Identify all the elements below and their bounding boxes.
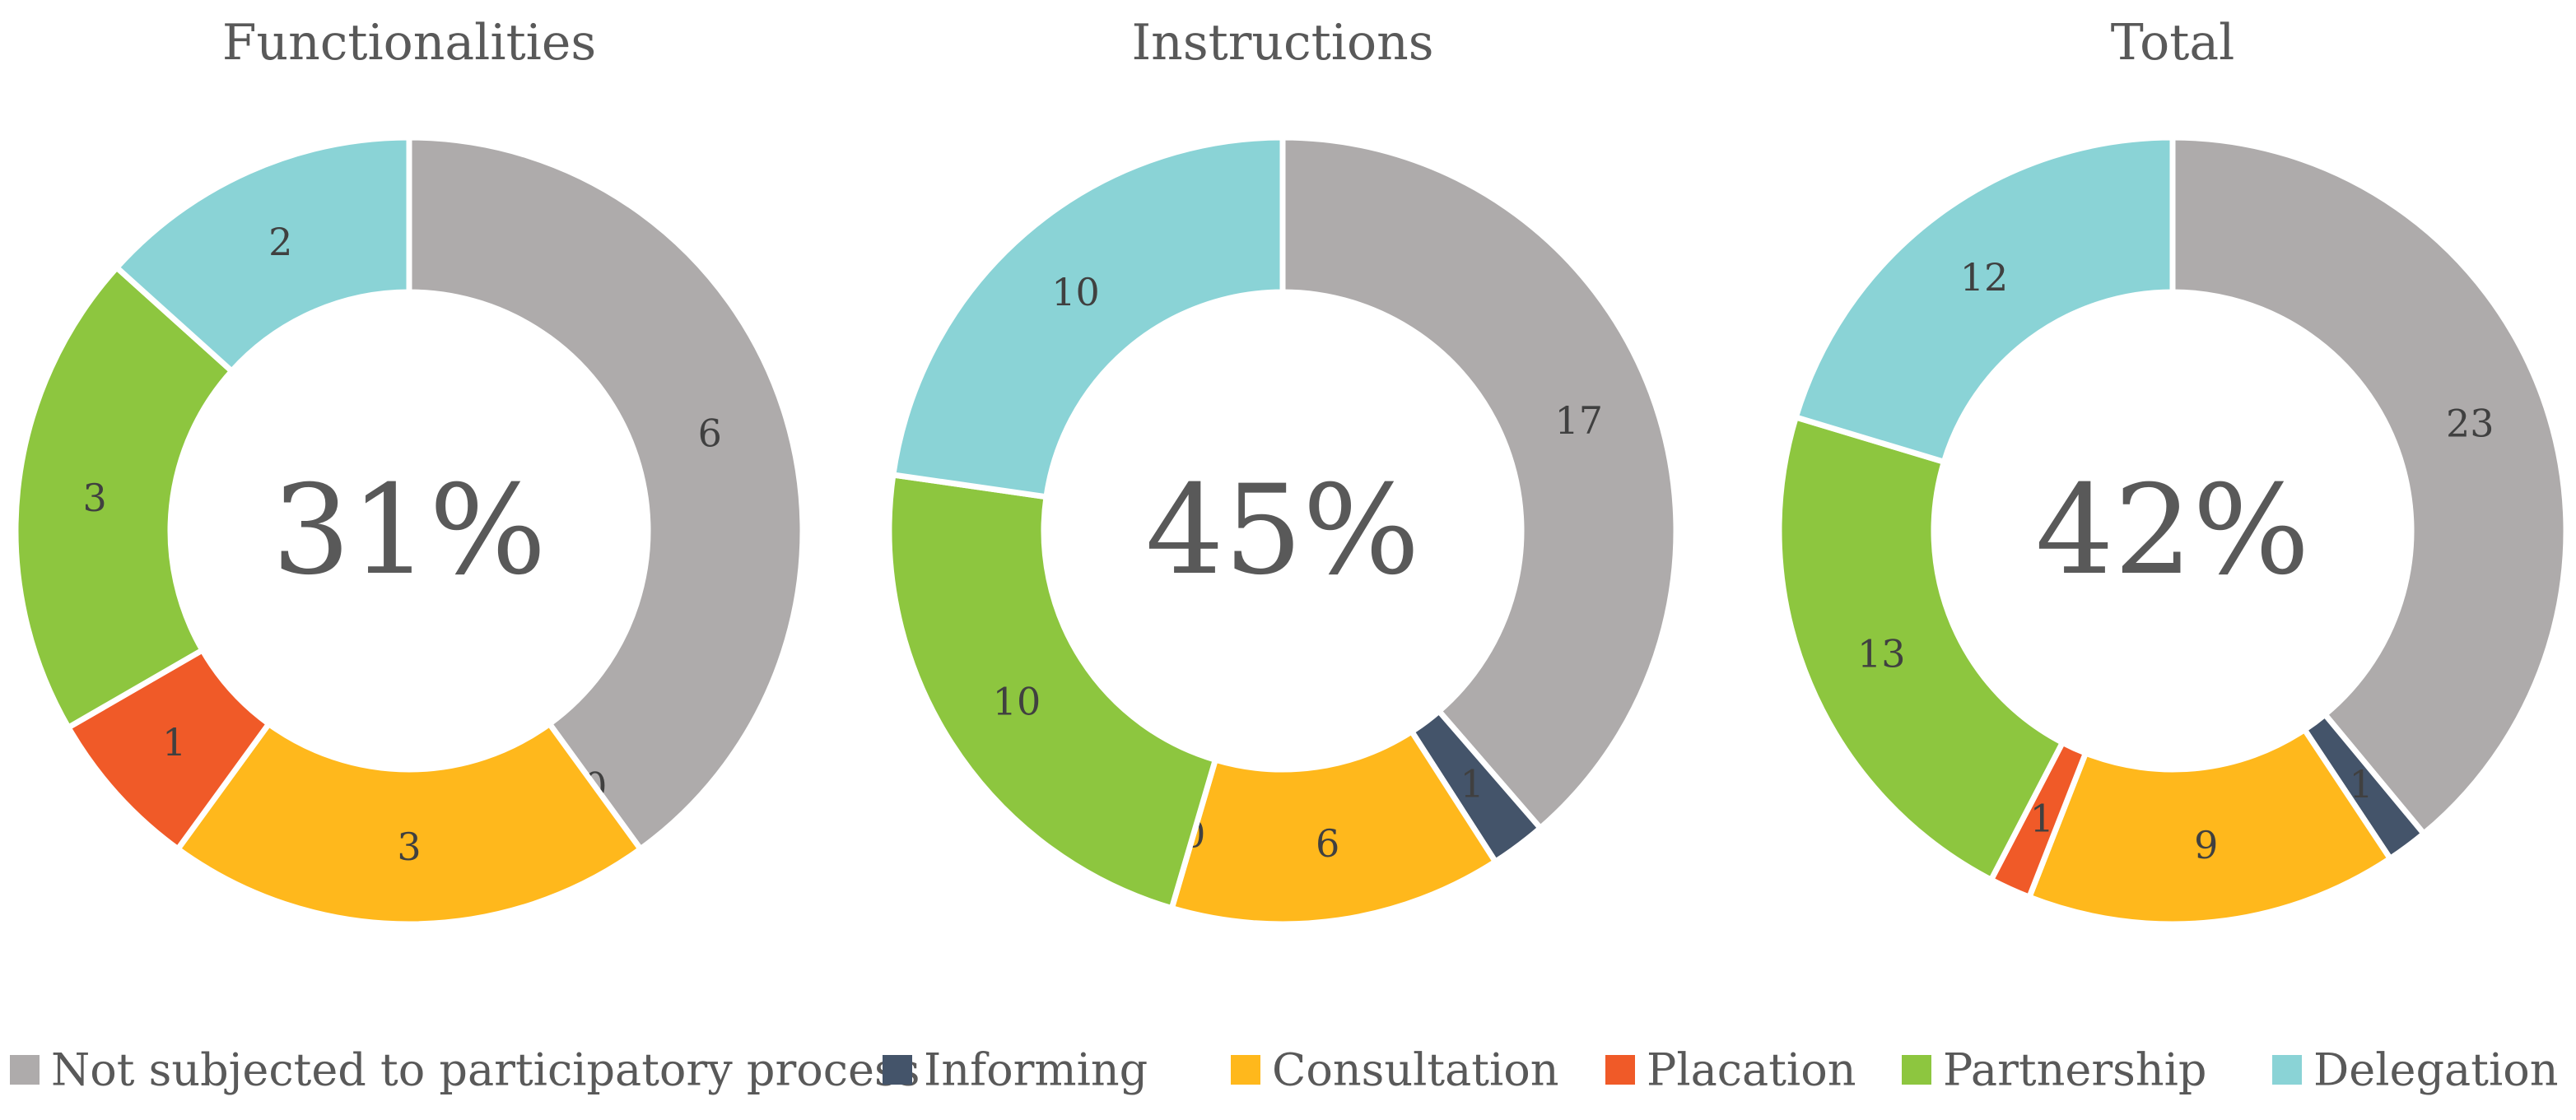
legend-item-consultation: Consultation [1231, 1044, 1559, 1096]
center-percentage: 45% [1145, 459, 1419, 602]
slice-consultation [174, 719, 645, 927]
legend-item-partnership: Partnership [1902, 1044, 2207, 1096]
legend-item-not-subjected-to-participatory-process: Not subjected to participatory process [10, 1044, 920, 1096]
legend-label: Placation [1647, 1044, 1856, 1096]
legend-swatch [2272, 1055, 2302, 1085]
chart-title: Total [2111, 14, 2235, 72]
data-label-placation: 1 [162, 720, 186, 764]
slice-consultation [1167, 727, 1500, 927]
chart-title: Instructions [1131, 14, 1433, 72]
data-label-consultation: 3 [397, 825, 421, 869]
legend: Not subjected to participatory process In… [10, 1044, 2559, 1096]
data-label-consultation: 9 [2194, 823, 2218, 867]
chart-title: Functionalities [222, 14, 596, 72]
legend-label: Not subjected to participatory process [51, 1044, 920, 1096]
slice-not-subjected-to-participatory-process [1279, 134, 1679, 833]
slice-partnership [12, 263, 236, 732]
legend-swatch [883, 1055, 912, 1085]
legend-label: Partnership [1943, 1044, 2207, 1096]
legend-swatch [1605, 1055, 1635, 1085]
center-percentage: 31% [272, 459, 546, 602]
donut-chart-instructions: Instructions17160101045% [886, 14, 1679, 927]
data-label-delegation: 12 [1960, 255, 2009, 300]
slice-delegation [1791, 134, 2176, 466]
legend-swatch [1902, 1055, 1931, 1085]
data-label-not-subjected-to-participatory-process: 23 [2446, 402, 2494, 446]
slice-partnership [1776, 413, 2066, 884]
slice-consultation [2025, 725, 2395, 927]
data-label-partnership: 13 [1857, 631, 1906, 676]
slice-not-subjected-to-participatory-process [2169, 134, 2569, 838]
slice-delegation [889, 134, 1286, 500]
donut-chart-functionalities: Functionalities60313231% [12, 14, 806, 927]
legend-swatch [1231, 1055, 1260, 1085]
legend-item-informing: Informing [883, 1044, 1148, 1096]
center-percentage: 42% [2035, 459, 2309, 602]
data-label-consultation: 6 [1316, 821, 1339, 866]
data-label-partnership: 10 [993, 680, 1041, 724]
data-label-not-subjected-to-participatory-process: 6 [698, 411, 722, 455]
legend-item-placation: Placation [1605, 1044, 1856, 1096]
legend-label: Delegation [2313, 1044, 2559, 1096]
legend-label: Consultation [1272, 1044, 1559, 1096]
legend-item-delegation: Delegation [2272, 1044, 2559, 1096]
slice-not-subjected-to-participatory-process [406, 134, 806, 853]
slice-delegation [112, 134, 412, 375]
data-label-partnership: 3 [82, 476, 106, 520]
slice-partnership [886, 472, 1219, 912]
data-label-not-subjected-to-participatory-process: 17 [1555, 398, 1604, 443]
legend-swatch [10, 1055, 40, 1085]
data-label-delegation: 2 [268, 220, 292, 264]
data-label-delegation: 10 [1051, 270, 1100, 314]
data-label-informing: 1 [1460, 761, 1484, 806]
legend-label: Informing [924, 1044, 1148, 1096]
